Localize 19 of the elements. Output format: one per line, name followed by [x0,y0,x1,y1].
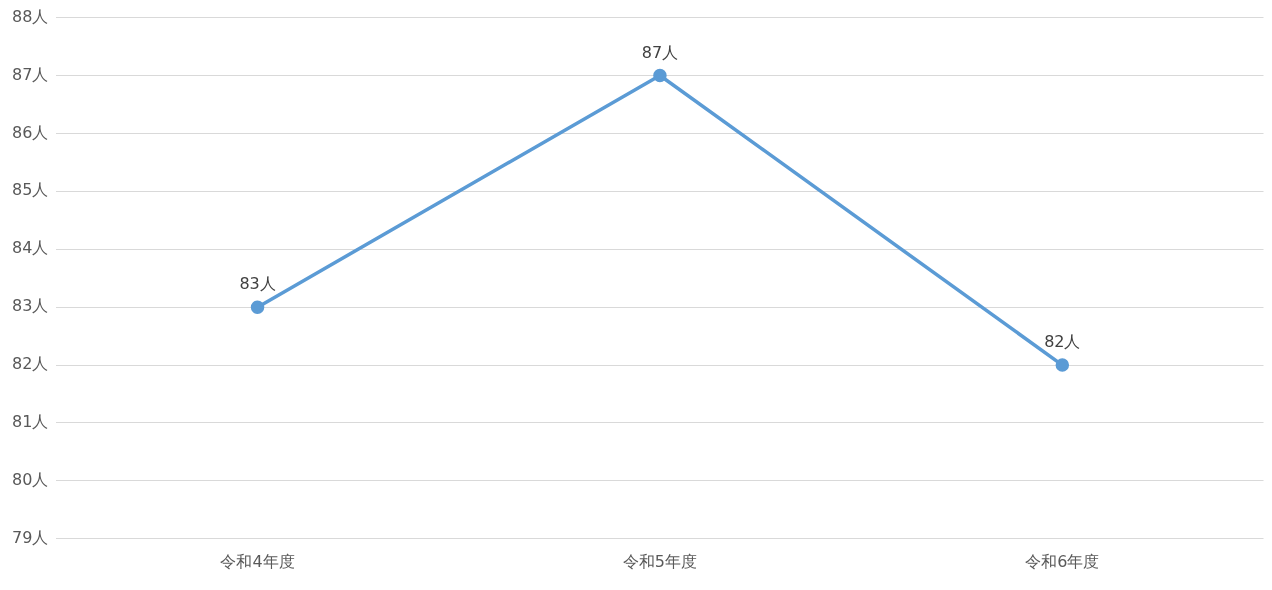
point [653,68,667,83]
data-label: 82人 [1044,332,1081,352]
y-tick-label: 86人 [12,122,49,142]
y-tick-label: 87人 [12,64,49,84]
data-label: 83人 [239,274,276,294]
y-tick-label: 82人 [12,354,49,374]
y-tick-label: 88人 [12,6,49,26]
y-tick-label: 83人 [12,296,49,316]
y-tick-label: 85人 [12,180,49,200]
point [1055,358,1070,372]
point [250,300,265,314]
x-tick-label: 令和5年度 [622,551,698,571]
y-tick-label: 79人 [12,527,49,547]
y-tick-label: 84人 [12,238,49,258]
y-tick-label: 81人 [12,412,49,432]
x-tick-label: 令和6年度 [1025,551,1100,571]
y-tick-label: 80人 [12,470,49,490]
data-label: 87人 [641,42,679,62]
x-tick-label: 令和4年度 [220,551,295,571]
